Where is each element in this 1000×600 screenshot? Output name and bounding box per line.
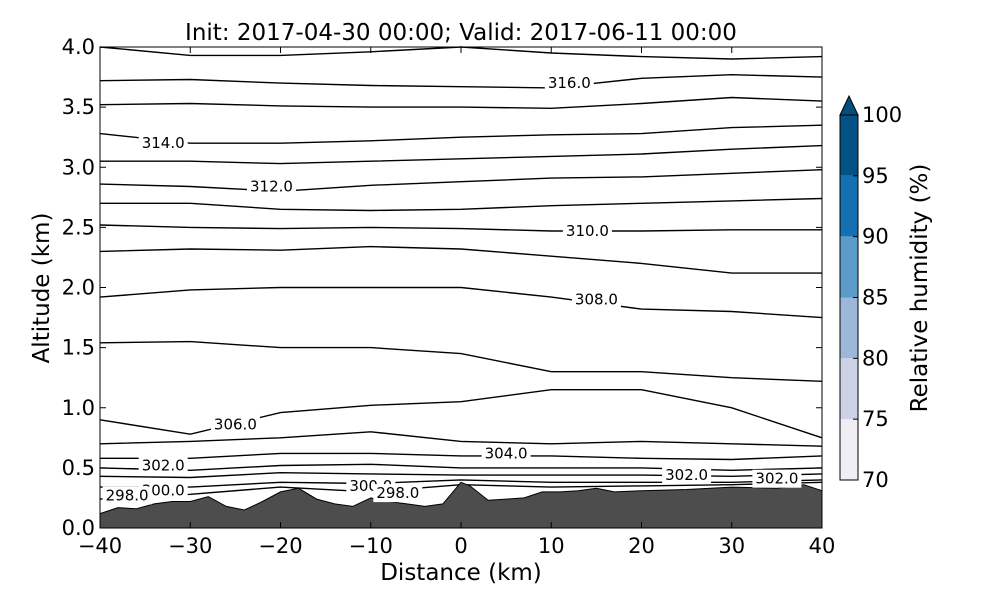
contour-label-gap <box>562 222 612 240</box>
y-tick-label: 3.5 <box>62 95 95 119</box>
contour-label-gap <box>247 177 296 196</box>
contour-line-312 <box>99 169 823 193</box>
contour-line-311-5 <box>100 197 823 212</box>
x-tick-label: 20 <box>628 534 655 558</box>
contour-label: 306.0 <box>214 416 257 434</box>
chart-title: Init: 2017-04-30 00:00; Valid: 2017-06-1… <box>185 20 737 46</box>
x-tick-label: 40 <box>809 534 836 558</box>
contour-label: 310.0 <box>566 222 609 240</box>
contour-label: 300.0 <box>142 482 185 500</box>
y-tick-label: 0.5 <box>62 456 95 480</box>
y-tick-label: 1.5 <box>62 336 95 360</box>
y-tick-label: 3.0 <box>62 155 95 179</box>
contour-label: 302.0 <box>142 457 185 475</box>
contour-line-305 <box>99 431 823 447</box>
x-tick-label: −30 <box>168 534 212 558</box>
contour-label-gap <box>373 484 423 503</box>
contour-label: 312.0 <box>250 178 293 196</box>
contour-line-315 <box>99 73 823 89</box>
x-tick-label: 10 <box>538 534 565 558</box>
contour-label-gap <box>210 415 260 434</box>
colorbar-tick-label: 70 <box>862 468 889 492</box>
colorbar-extend-arrow <box>839 94 859 116</box>
colorbar-bin <box>840 419 858 480</box>
y-tick-label: 4.0 <box>62 35 95 59</box>
y-axis: 0.0 0.5 1.0 1.5 2.0 2.5 3.0 3.5 4.0 <box>62 35 822 540</box>
contour-label-gap <box>138 456 188 475</box>
contour-line-308 <box>99 286 823 319</box>
terrain-fill <box>99 481 823 529</box>
x-axis-label: Distance (km) <box>380 560 542 586</box>
y-tick-label: 1.0 <box>62 396 95 420</box>
isentrope-lines <box>99 46 823 500</box>
contour-labels: 316.0 314.0 312.0 310.0 308.0 306.0 304.0 302.0… <box>102 74 802 505</box>
contour-label: 314.0 <box>142 134 185 152</box>
colorbar-tick-label: 95 <box>862 164 889 188</box>
colorbar-tick-label: 85 <box>862 286 889 310</box>
contour-label-gap <box>102 486 152 505</box>
x-axis: −40 −30 −20 −10 0 10 20 30 40 <box>78 47 836 558</box>
contour-label: 298.0 <box>106 487 149 505</box>
plot-area: 316.0 314.0 312.0 310.0 308.0 306.0 304.0 302.0… <box>99 46 823 529</box>
contour-line-315-5 <box>99 96 823 110</box>
colorbar-bin <box>840 115 858 176</box>
y-tick-label: 2.0 <box>62 276 95 300</box>
colorbar-bin <box>840 297 858 359</box>
contour-label: 302.0 <box>755 470 798 488</box>
x-tick-label: 0 <box>454 534 467 558</box>
contour-label: 304.0 <box>485 444 528 462</box>
contour-label-gap <box>481 444 531 463</box>
colorbar-tick-label: 80 <box>862 346 889 370</box>
x-tick-label: 30 <box>718 534 745 558</box>
contour-label-gap <box>662 466 712 485</box>
colorbar-tick-label: 100 <box>862 103 902 127</box>
y-tick-label: 2.5 <box>62 215 95 239</box>
colorbar-tick-label: 75 <box>862 407 889 431</box>
contour-label-gap <box>544 74 594 93</box>
contour-label-gap <box>138 134 188 153</box>
contour-line-314 <box>99 124 823 144</box>
contour-line-307 <box>99 340 823 382</box>
colorbar-bin <box>840 175 858 237</box>
x-tick-label: −40 <box>78 534 122 558</box>
contour-label: 308.0 <box>575 291 618 309</box>
colorbar-tick-label: 90 <box>862 225 889 249</box>
contour-line-313-5 <box>100 144 823 165</box>
y-tick-label: 0.0 <box>62 516 95 540</box>
contour-label-gap <box>571 290 621 309</box>
colorbar-bin <box>840 236 858 298</box>
y-axis-label: Altitude (km) <box>29 213 55 364</box>
colorbar: 70 75 80 85 90 95 100 <box>839 94 902 492</box>
x-tick-label: −10 <box>349 534 393 558</box>
colorbar-bin <box>840 358 858 420</box>
contour-line-309-5 <box>99 245 822 274</box>
contour-line-310 <box>99 224 822 232</box>
colorbar-label: Relative humidity (%) <box>907 164 933 413</box>
contour-label: 298.0 <box>376 484 419 502</box>
contour-label: 302.0 <box>665 466 708 484</box>
x-tick-label: −20 <box>258 534 302 558</box>
contour-line-304 <box>100 452 823 461</box>
contour-label: 316.0 <box>548 74 591 92</box>
contour-label-gap <box>752 469 802 488</box>
